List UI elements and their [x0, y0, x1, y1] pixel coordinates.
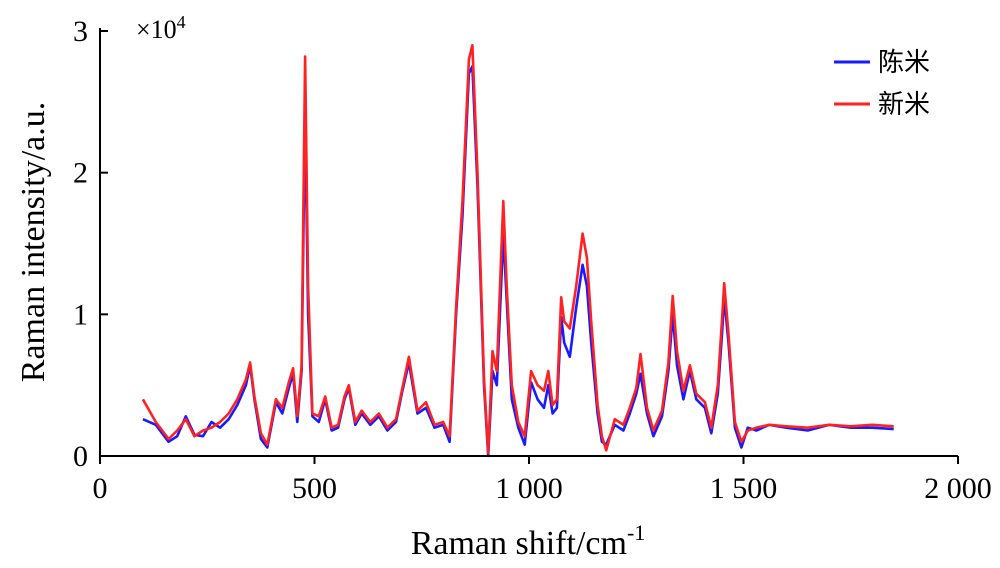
x-tick-label: 0	[93, 472, 108, 505]
y-multiplier-exponent: 4	[177, 12, 186, 32]
legend-label-aged-rice: 陈米	[878, 48, 930, 78]
x-axis-title-text: Raman shift/cm	[411, 525, 627, 562]
series-layer	[141, 43, 894, 458]
x-tick-label: 2 000	[924, 472, 992, 505]
y-tick-label: 3	[73, 15, 88, 48]
x-tick-label: 1 000	[495, 472, 563, 505]
y-multiplier-label: ×104	[136, 12, 186, 44]
y-axis-title: Raman intensity/a.u.	[15, 102, 52, 382]
x-tick-label: 500	[292, 472, 337, 505]
y-multiplier-base: ×10	[136, 15, 177, 44]
series-line-1	[141, 43, 894, 455]
y-tick-label: 1	[73, 298, 88, 331]
y-tick-label: 0	[73, 440, 88, 473]
legend: 陈米 新米	[834, 48, 930, 120]
x-tick-label: 1 500	[710, 472, 778, 505]
y-tick-label: 2	[73, 157, 88, 190]
x-axis-title-superscript: -1	[627, 520, 645, 545]
y-ticks: 0 1 2 3	[73, 15, 108, 473]
x-axis-title: Raman shift/cm-1	[411, 520, 646, 562]
x-ticks: 0 500 1 000 1 500 2 000	[93, 456, 992, 505]
legend-label-new-rice: 新米	[878, 90, 930, 120]
